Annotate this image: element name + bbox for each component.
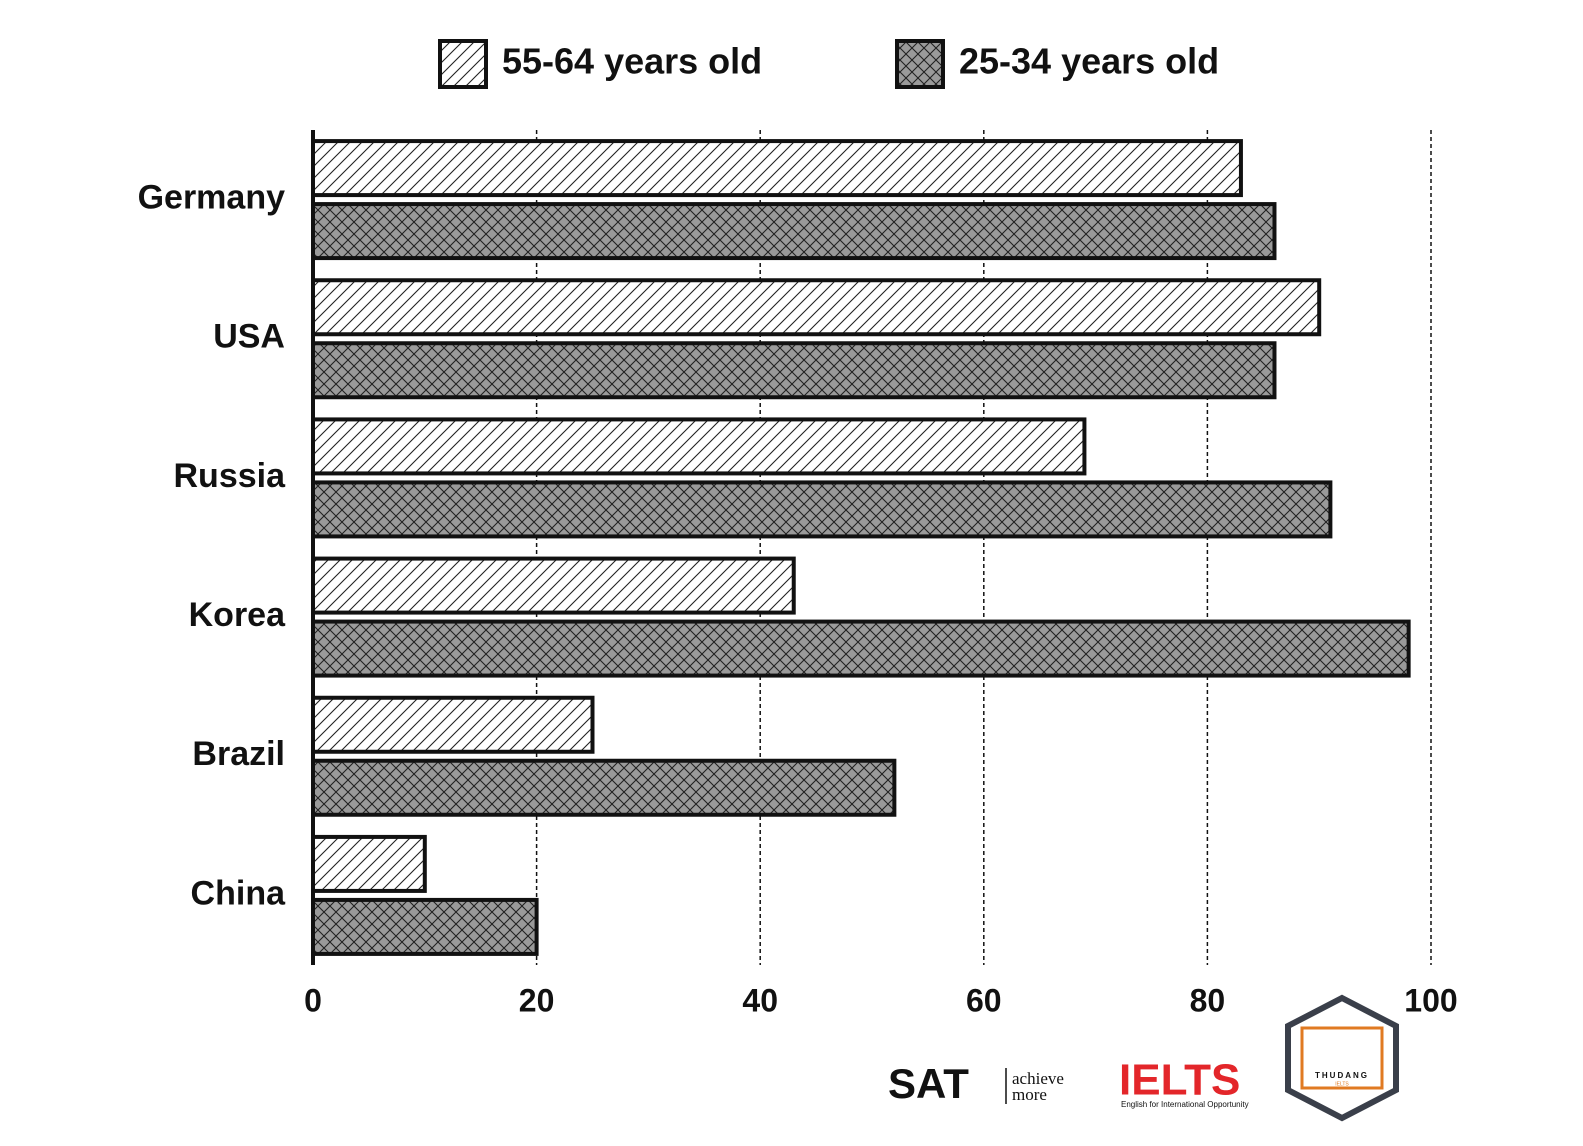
legend-label: 55-64 years old (502, 41, 762, 82)
x-tick-label: 40 (742, 982, 778, 1018)
bar (311, 139, 1243, 198)
y-tick-label: Germany (138, 179, 285, 217)
badge-text: IELTS (1335, 1081, 1349, 1087)
ielts-logo: IELTS (1119, 1056, 1240, 1105)
bar (311, 834, 427, 893)
bar (311, 417, 1087, 476)
sat-tagline: more (1012, 1085, 1047, 1104)
bar (311, 758, 897, 817)
x-tick-label: 60 (966, 982, 1002, 1018)
x-tick-label: 20 (519, 982, 555, 1018)
legend-swatch (438, 39, 488, 89)
y-tick-label: Russia (174, 457, 287, 495)
badge-frame (1300, 1026, 1384, 1090)
bar (311, 695, 595, 754)
y-tick-label: Brazil (192, 735, 285, 773)
ielts-tagline: English for International Opportunity (1121, 1100, 1249, 1109)
footer-logos: SAT achieve more IELTS English for Inter… (888, 994, 1399, 1122)
sat-logo: SAT (888, 1060, 969, 1107)
legend-swatch (895, 39, 945, 89)
legend-label: 25-34 years old (959, 41, 1219, 82)
x-tick-label: 100 (1404, 982, 1457, 1018)
bar (311, 341, 1277, 400)
y-tick-label: USA (213, 318, 285, 356)
bar (311, 480, 1333, 539)
badge-text: THUDANG (1315, 1071, 1369, 1080)
bar (311, 897, 539, 956)
x-tick-label: 80 (1190, 982, 1226, 1018)
bar (311, 202, 1277, 261)
bar (311, 556, 796, 615)
y-tick-label: China (191, 874, 287, 912)
y-tick-label: Korea (189, 596, 286, 634)
x-tick-label: 0 (304, 982, 322, 1018)
bar (311, 619, 1411, 678)
sat-tagline: achieve (1012, 1069, 1064, 1088)
bar (311, 278, 1322, 337)
